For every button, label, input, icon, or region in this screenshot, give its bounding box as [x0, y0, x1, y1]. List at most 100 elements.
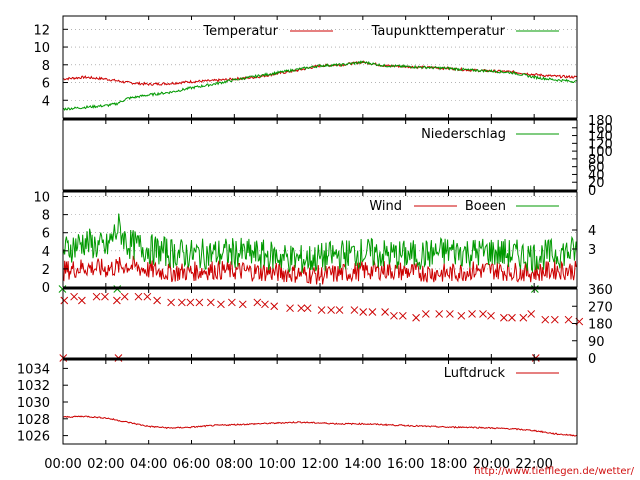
point-wind-direction-0-2: [78, 296, 86, 305]
ytick-label-wind-4: 8: [42, 209, 50, 224]
ytick-right-label-wind-direction-3: 270: [588, 300, 613, 315]
point-wind-direction-0-25: [327, 306, 335, 314]
point-wind-direction-0-45: [541, 315, 550, 324]
point-wind-direction-0-14: [206, 298, 215, 307]
ytick-label-temperature-3: 10: [33, 41, 50, 56]
ytick-label-wind-1: 2: [42, 263, 50, 278]
point-wind-direction-0-29: [368, 308, 377, 316]
point-wind-direction-0-13: [195, 298, 204, 307]
point-wind-direction-0-34: [421, 310, 430, 318]
point-wind-direction-0-10: [167, 298, 175, 307]
ytick-right-label-wind-direction-4: 360: [588, 283, 613, 298]
point-wind-direction-0-28: [359, 308, 368, 316]
xtick-label-11: 22:00: [515, 457, 552, 472]
point-wind-direction-0-24: [317, 306, 326, 314]
legend-label-temperature-1: Taupunkttemperatur: [371, 24, 506, 39]
xtick-label-8: 16:00: [387, 457, 424, 472]
xtick-label-4: 08:00: [216, 457, 253, 472]
series-line-pressure-0: [62, 415, 578, 437]
xtick-label-10: 20:00: [473, 457, 510, 472]
ytick-right-label-precipitation-4: 80: [588, 153, 605, 168]
point-wind-direction-0-20: [270, 302, 279, 311]
ytick-label-pressure-2: 1030: [17, 396, 50, 411]
legend-label-wind-0: Wind: [369, 199, 402, 214]
series-line-wind-0: [62, 255, 578, 285]
ytick-label-temperature-0: 4: [42, 94, 50, 109]
ytick-label-pressure-3: 1032: [17, 379, 50, 394]
series-line-wind-1: [62, 213, 578, 274]
point-wind-direction-0-17: [238, 300, 247, 309]
legend-label-precipitation-0: Niederschlag: [421, 127, 506, 142]
point-wind-direction-0-39: [479, 310, 487, 318]
point-wind-direction-0-46: [550, 315, 559, 324]
point-wind-direction-0-35: [435, 310, 444, 318]
xtick-label-6: 12:00: [301, 457, 338, 472]
point-wind-direction-0-41: [500, 313, 508, 322]
panel-frame-wind-direction: [62, 288, 578, 359]
point-wind-direction-0-5: [113, 296, 121, 305]
ytick-right-label-precipitation-9: 180: [588, 114, 613, 129]
point-wind-direction-0-19: [261, 300, 269, 309]
ytick-label-pressure-0: 1026: [17, 430, 50, 445]
xtick-label-2: 04:00: [130, 457, 167, 472]
ytick-right-label-precipitation-6: 120: [588, 137, 613, 152]
point-wind-direction-0-22: [297, 304, 306, 313]
point-wind-direction-0-44: [527, 310, 536, 318]
ytick-right-label-wind-direction-2: 180: [588, 318, 613, 333]
ytick-right-label-precipitation-0: 0: [588, 184, 596, 199]
point-wind-direction-0-42: [508, 313, 516, 322]
ytick-right-label-wind-direction-1: 90: [588, 335, 605, 350]
ytick-label-wind-0: 0: [42, 281, 50, 296]
ytick-right-label-precipitation-3: 60: [588, 161, 605, 176]
point-wind-direction-0-37: [457, 311, 466, 320]
point-wind-direction-0-40: [487, 311, 495, 320]
ytick-label-temperature-2: 8: [42, 59, 50, 74]
point-wind-direction-0-8: [143, 292, 152, 301]
ytick-right-label-precipitation-2: 40: [588, 168, 605, 183]
ytick-label-temperature-4: 12: [33, 23, 50, 38]
point-wind-direction-0-38: [468, 310, 476, 318]
point-wind-direction-0-36: [446, 310, 454, 318]
point-wind-direction-0-9: [153, 296, 161, 305]
ytick-label-temperature-1: 6: [42, 77, 50, 92]
ytick-label-wind-5: 10: [33, 191, 50, 206]
point-wind-direction-0-27: [350, 306, 359, 314]
point-wind-direction-0-3: [92, 292, 101, 301]
xtick-label-1: 02:00: [87, 457, 124, 472]
point-wind-direction-0-31: [390, 311, 398, 320]
point-wind-direction-0-0: [60, 296, 69, 305]
ytick-right-label-precipitation-7: 140: [588, 130, 613, 145]
point-wind-direction-0-43: [519, 313, 528, 322]
point-wind-direction-0-7: [134, 292, 143, 301]
point-wind-direction-0-47: [564, 315, 573, 324]
ytick-right-label-precipitation-8: 160: [588, 122, 613, 137]
ytick-right-label-precipitation-1: 20: [588, 176, 605, 191]
point-wind-direction-0-33: [412, 313, 420, 322]
ytick-right-label-precipitation-5: 100: [588, 145, 613, 160]
ytick-right-label-wind-0: 3: [588, 243, 596, 258]
xtick-label-5: 10:00: [258, 457, 295, 472]
point-wind-direction-0-21: [286, 304, 294, 313]
xtick-label-9: 18:00: [430, 457, 467, 472]
legend-label-temperature-0: Temperatur: [202, 24, 278, 39]
ytick-right-label-wind-1: 4: [588, 224, 596, 239]
xtick-label-0: 00:00: [44, 457, 81, 472]
point-wind-direction-0-16: [228, 298, 236, 307]
point-wind-direction-0-1: [70, 292, 78, 301]
legend-label-pressure-0: Luftdruck: [444, 366, 506, 381]
frame-layer: [62, 15, 578, 445]
point-wind-direction-0-11: [178, 298, 186, 307]
point-wind-direction-0-4: [101, 292, 109, 301]
series-line-temperature-1: [62, 60, 578, 112]
ytick-label-pressure-1: 1028: [17, 413, 50, 428]
ytick-label-pressure-4: 1034: [17, 362, 50, 377]
point-wind-direction-0-30: [381, 308, 389, 316]
point-wind-direction-0-18: [253, 298, 262, 307]
point-wind-direction-0-32: [398, 311, 407, 320]
point-wind-direction-0-23: [303, 304, 312, 313]
point-wind-direction-0-15: [217, 300, 225, 309]
xtick-label-3: 06:00: [173, 457, 210, 472]
point-wind-direction-0-12: [186, 298, 195, 307]
